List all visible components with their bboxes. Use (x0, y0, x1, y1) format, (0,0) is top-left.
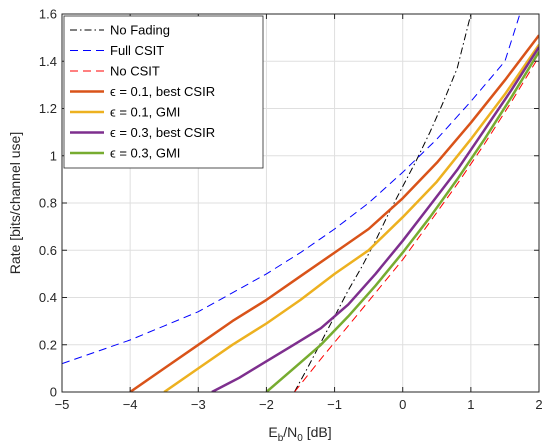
x-tick-label: 2 (535, 397, 542, 412)
legend: No Fading Full CSIT No CSIT ϵ = 0.1, best C… (63, 15, 264, 169)
x-axis-label: Eb/N0 [dB] (268, 424, 331, 444)
legend-label-3: No CSIT (110, 64, 160, 79)
x-tick-label: −2 (259, 397, 274, 412)
x-tick-label: −4 (123, 397, 138, 412)
legend-label-5: ϵ = 0.1, GMI (110, 105, 180, 120)
x-tick-label: −5 (55, 397, 70, 412)
y-tick-label: 0.8 (39, 196, 57, 211)
y-tick-label: 0.4 (39, 290, 57, 305)
legend-label-1: No Fading (110, 23, 170, 38)
series-line-2 (62, 14, 521, 365)
series-line-6 (211, 46, 539, 392)
legend-label-7: ϵ = 0.3, GMI (110, 146, 180, 161)
y-axis-label: Rate [bits/channel use] (7, 132, 23, 274)
series-lines (62, 14, 539, 392)
x-tick-label: 1 (467, 397, 474, 412)
y-tick-label: 1 (50, 148, 57, 163)
axis-ticks: −5 −4 −3 −2 −1 0 1 2 0 0.2 0.4 0.6 0.8 1 1.2 1.4 1.6 (39, 7, 543, 413)
legend-label-2: Full CSIT (110, 43, 164, 58)
y-tick-label: 1.4 (39, 54, 57, 69)
series-line-4 (129, 34, 539, 392)
x-tick-label: −3 (191, 397, 206, 412)
x-tick-label: 0 (399, 397, 406, 412)
y-tick-label: 0.2 (39, 337, 57, 352)
y-tick-label: 0.6 (39, 243, 57, 258)
series-line-7 (265, 51, 539, 392)
y-tick-label: 1.2 (39, 101, 57, 116)
series-line-1 (293, 14, 472, 392)
legend-label-6: ϵ = 0.3, best CSIR (110, 125, 215, 140)
x-tick-label: −1 (327, 397, 342, 412)
y-tick-label: 0 (50, 385, 57, 400)
series-line-5 (163, 43, 539, 392)
y-tick-label: 1.6 (39, 7, 57, 22)
legend-label-4: ϵ = 0.1, best CSIR (110, 84, 215, 99)
